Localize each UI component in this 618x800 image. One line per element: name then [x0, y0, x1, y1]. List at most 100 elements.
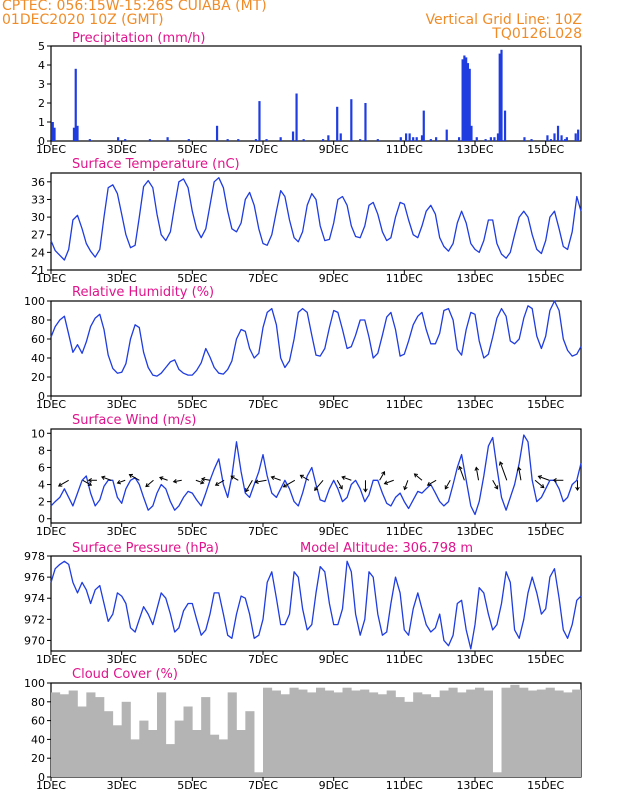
cloud-title: Cloud Cover (%) — [72, 667, 178, 682]
y-tick-label: 80 — [31, 314, 45, 327]
precip-bar — [412, 137, 415, 141]
wind-arrow-head — [245, 488, 250, 493]
wind-arrow — [492, 480, 498, 490]
precip-bar — [463, 55, 466, 141]
wind-arrow — [499, 461, 508, 481]
cloud-bar — [77, 706, 87, 777]
x-tick-label: 11DEC — [386, 143, 423, 156]
y-tick-label: 36 — [31, 176, 45, 189]
wind-arrow-head — [299, 474, 304, 479]
precip-bar — [470, 125, 473, 141]
cloud-bar — [59, 694, 69, 777]
wind-arrow — [129, 474, 140, 481]
precip-bar — [445, 129, 448, 141]
wind-arrow-head — [172, 478, 178, 484]
cloud-bar — [536, 689, 546, 777]
cloud-bar — [572, 689, 581, 777]
y-tick-label: 24 — [31, 246, 45, 259]
precipitation-frame — [50, 45, 582, 142]
precip-bar — [237, 139, 240, 141]
wind-arrow-head — [230, 475, 235, 480]
x-tick-label: 13DEC — [456, 525, 493, 538]
cloud-bar — [510, 684, 520, 777]
wind-arrow-head — [116, 479, 122, 485]
wind-arrow — [245, 480, 253, 492]
cloud-bar — [218, 739, 228, 777]
y-tick-label: 100 — [24, 677, 45, 690]
wind-arrow — [444, 480, 451, 490]
x-tick-label: 15DEC — [527, 398, 564, 411]
wind-arrow-head — [128, 473, 133, 478]
x-tick-label: 9DEC — [319, 779, 349, 792]
precip-bar — [76, 125, 79, 141]
y-tick-label: 27 — [31, 229, 45, 242]
y-tick-label: 20 — [31, 371, 45, 384]
y-tick-label: 60 — [31, 333, 45, 346]
wind-arrow — [384, 479, 394, 485]
wind-arrow — [427, 479, 437, 486]
cloud-bar — [316, 687, 326, 777]
precip-bar — [327, 135, 330, 141]
y-tick-label: 6 — [38, 461, 45, 474]
pressure-title: Surface Pressure (hPa) — [72, 541, 219, 556]
surface_pressure-line — [50, 560, 582, 650]
cloud-bar — [307, 692, 317, 777]
precip-bar — [564, 139, 567, 141]
wind-arrow-head — [314, 486, 319, 491]
x-tick-label: 5DEC — [177, 143, 207, 156]
cloud-bar — [360, 689, 370, 777]
wind-arrow-head — [87, 477, 92, 483]
precip-title: Precipitation (mm/h) — [72, 31, 205, 46]
x-tick-label: 13DEC — [456, 272, 493, 285]
wind-arrow-head — [498, 461, 504, 466]
y-tick-label: 100 — [24, 295, 45, 308]
cloud-bar — [475, 687, 485, 777]
x-tick-label: 7DEC — [248, 653, 278, 666]
x-tick-label: 11DEC — [386, 779, 423, 792]
y-tick-label: 5 — [38, 40, 45, 53]
x-tick-label: 1DEC — [36, 653, 66, 666]
precip-bar — [500, 49, 503, 141]
precip-bar — [461, 59, 464, 141]
x-tick-label: 5DEC — [177, 779, 207, 792]
cloud-bar — [351, 690, 361, 777]
cloud-bar — [545, 687, 555, 777]
cloud-bar — [457, 692, 467, 777]
y-tick-label: 40 — [31, 352, 45, 365]
x-tick-label: 5DEC — [177, 398, 207, 411]
wind-arrow — [201, 478, 211, 481]
cloud-bar — [51, 692, 61, 777]
wind-arrow-head — [87, 481, 93, 486]
precip-bar — [493, 137, 496, 141]
wind-arrow-head — [537, 475, 543, 480]
cloud-bar — [148, 730, 158, 777]
x-tick-label: 13DEC — [456, 143, 493, 156]
header-model-code: TQ0126L028 — [492, 26, 582, 42]
y-tick-label: 3 — [38, 78, 45, 91]
precip-bar — [295, 93, 298, 141]
y-tick-label: 0 — [38, 513, 45, 526]
cloud-bar — [112, 725, 122, 777]
wind-plot: 0 2 4 6 8 10 1DEC 3DEC 5DEC 7DEC 9DEC 11DEC 13DEC 15D… — [31, 427, 582, 538]
cloud-bar — [369, 692, 379, 777]
y-tick-label: 30 — [31, 211, 45, 224]
precip-bar — [376, 139, 379, 141]
x-tick-label: 1DEC — [36, 779, 66, 792]
x-tick-label: 3DEC — [107, 398, 137, 411]
wind-title: Surface Wind (m/s) — [72, 413, 196, 428]
precip-bar — [215, 125, 219, 141]
wind-arrow-head — [444, 485, 449, 490]
cloud-bar — [333, 692, 343, 777]
wind-arrow — [58, 479, 69, 487]
x-tick-label: 9DEC — [319, 272, 349, 285]
cloud-bar — [377, 694, 387, 777]
precip-bar — [166, 137, 169, 141]
wind-arrow — [300, 474, 310, 481]
x-tick-label: 11DEC — [386, 272, 423, 285]
wind-arrow-head — [413, 473, 419, 478]
cloud-bar — [289, 687, 299, 777]
x-tick-label: 1DEC — [36, 398, 66, 411]
y-tick-label: 974 — [24, 592, 45, 605]
x-tick-label: 1DEC — [36, 272, 66, 285]
cloud-bar — [254, 772, 264, 777]
